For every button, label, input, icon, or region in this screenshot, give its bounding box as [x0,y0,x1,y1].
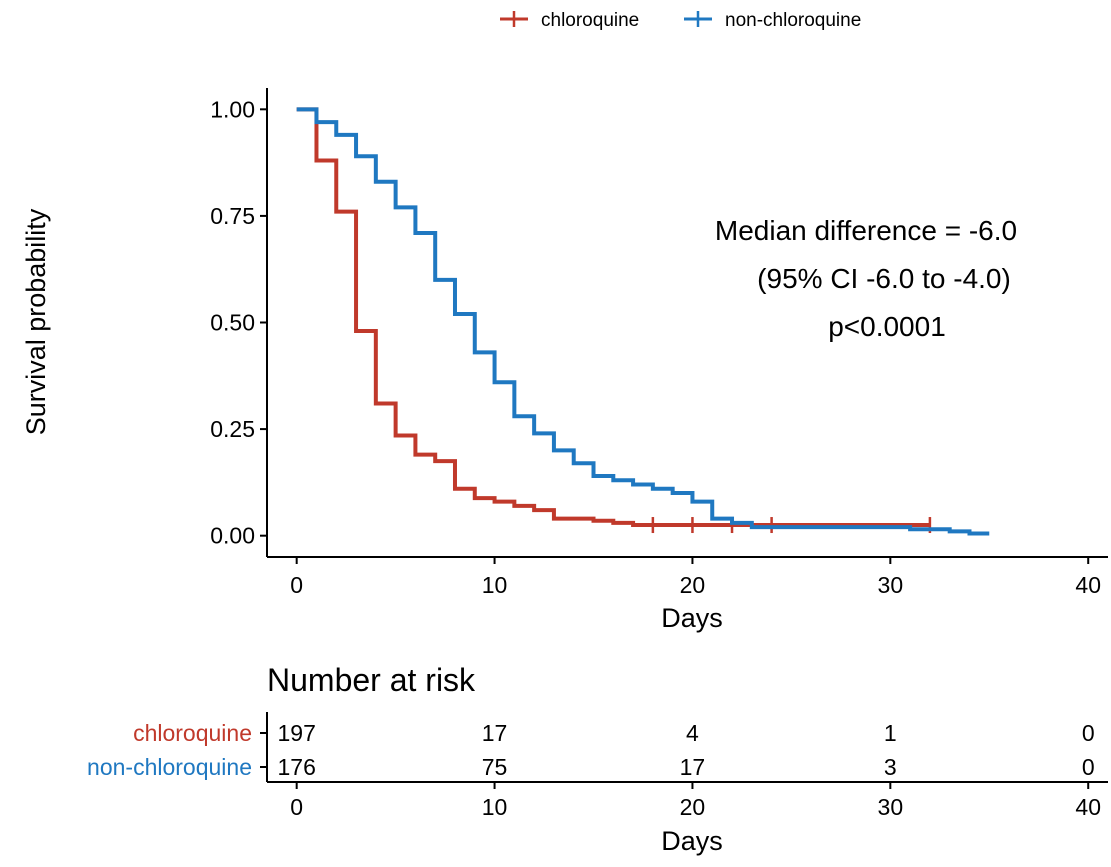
legend: chloroquine non-chloroquine [500,10,861,31]
x-axis-title: Days [661,603,723,633]
y-tick-label: 0.50 [210,310,255,336]
main-plot: 0.00 0.25 0.50 0.75 1.00 0 10 20 30 40 Survival … [21,88,1108,633]
risk-value: 4 [686,720,699,746]
risk-row-label-non-chloroquine: non-chloroquine [87,754,252,780]
risk-x-tick-label: 10 [482,794,508,820]
risk-value: 17 [680,754,706,780]
risk-value: 17 [482,720,508,746]
y-axis-title: Survival probability [21,208,51,435]
risk-table-x-ticks: 0 10 20 30 40 [290,782,1101,820]
legend-label-non-chloroquine: non-chloroquine [725,10,861,31]
risk-table-rows: chloroquine 197 17 4 1 0 non-chloroquine 176 75 1… [87,720,1095,780]
risk-value: 0 [1082,754,1095,780]
risk-x-tick-label: 40 [1075,794,1101,820]
y-tick-label: 1.00 [210,96,255,122]
annotation-confidence-interval: (95% CI -6.0 to -4.0) [757,263,1011,294]
annotation-p-value: p<0.0001 [828,311,946,342]
survival-curve-non-chloroquine [296,107,990,536]
risk-table-title: Number at risk [267,662,476,698]
risk-row-label-chloroquine: chloroquine [133,720,252,746]
risk-value: 176 [277,754,315,780]
risk-x-tick-label: 0 [290,794,303,820]
y-tick-label: 0.75 [210,203,255,229]
y-ticks: 0.00 0.25 0.50 0.75 1.00 [210,96,267,549]
risk-value: 197 [277,720,315,746]
x-tick-label: 30 [878,572,904,598]
y-tick-label: 0.00 [210,523,255,549]
annotation-median-difference: Median difference = -6.0 [715,215,1017,246]
y-tick-label: 0.25 [210,416,255,442]
risk-value: 75 [482,754,508,780]
x-tick-label: 10 [482,572,508,598]
x-tick-label: 20 [680,572,706,598]
survival-curves [296,107,990,536]
risk-value: 0 [1082,720,1095,746]
risk-x-tick-label: 30 [878,794,904,820]
x-ticks: 0 10 20 30 40 [290,557,1101,598]
risk-value: 3 [884,754,897,780]
risk-table-x-axis-title: Days [661,826,723,856]
legend-label-chloroquine: chloroquine [541,10,639,31]
risk-x-tick-label: 20 [680,794,706,820]
x-tick-label: 40 [1075,572,1101,598]
risk-value: 1 [884,720,897,746]
risk-table: Number at risk chloroquine 197 17 4 1 0non-ch… [87,662,1108,856]
survival-curve-chloroquine [296,107,930,528]
x-tick-label: 0 [290,572,303,598]
